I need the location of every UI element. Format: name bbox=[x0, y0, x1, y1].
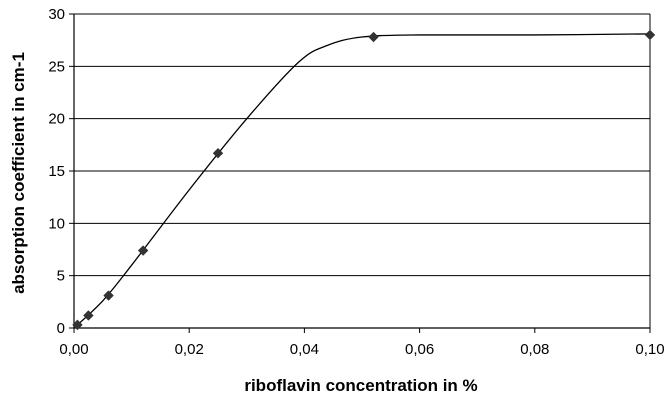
x-tick-label: 0,04 bbox=[290, 341, 319, 358]
axes bbox=[69, 13, 651, 333]
data-point bbox=[212, 147, 224, 159]
y-tick-label: 20 bbox=[48, 111, 65, 128]
x-tick-label: 0,06 bbox=[405, 341, 434, 358]
y-tick-labels: 0 5 10 15 20 25 30 bbox=[48, 6, 65, 337]
y-tick-label: 15 bbox=[48, 163, 65, 180]
data-point bbox=[72, 319, 83, 331]
x-axis-title: riboflavin concentration in % bbox=[244, 376, 477, 395]
y-tick-label: 30 bbox=[48, 6, 65, 23]
x-tick-label: 0,02 bbox=[175, 341, 204, 358]
data-points bbox=[72, 29, 656, 331]
y-axis-title: absorption coefficient in cm-1 bbox=[9, 52, 28, 294]
y-tick-label: 5 bbox=[57, 268, 65, 285]
y-tick-label: 25 bbox=[48, 58, 65, 75]
data-point bbox=[368, 31, 379, 43]
y-tick-label: 10 bbox=[48, 215, 65, 232]
x-tick-label: 0,10 bbox=[635, 341, 664, 358]
data-point bbox=[83, 310, 94, 321]
x-tick-label: 0,08 bbox=[520, 341, 549, 358]
trend-line bbox=[73, 33, 651, 329]
data-point bbox=[137, 245, 149, 256]
grid-lines bbox=[74, 13, 650, 277]
data-point bbox=[103, 290, 114, 301]
data-point bbox=[644, 29, 656, 41]
x-tick-labels: 0,00 0,02 0,04 0,06 0,08 0,10 bbox=[59, 341, 664, 358]
y-tick-label: 0 bbox=[57, 320, 65, 337]
x-tick-label: 0,00 bbox=[59, 341, 88, 358]
